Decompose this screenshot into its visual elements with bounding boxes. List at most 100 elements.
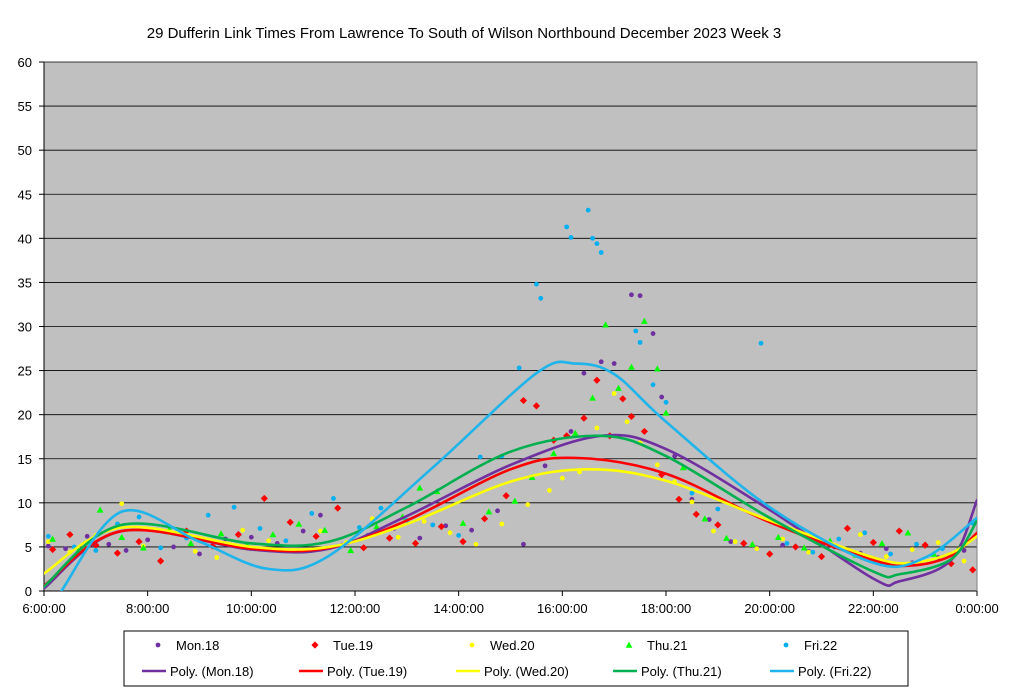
data-point (679, 464, 687, 471)
data-point (969, 566, 977, 574)
data-point (373, 523, 380, 530)
data-point (571, 429, 579, 436)
data-point (590, 235, 595, 241)
data-point (542, 463, 548, 469)
trend-line-wed-20 (44, 468, 977, 575)
data-point (615, 384, 622, 391)
data-point (217, 530, 225, 537)
data-point (248, 534, 254, 540)
data-point (45, 539, 51, 545)
trend-line-thu-21 (44, 434, 977, 588)
x-tick-label: 6:00:00 (22, 601, 65, 616)
data-point (689, 490, 695, 496)
y-tick-label: 5 (25, 540, 32, 555)
data-point (766, 550, 774, 558)
data-point (869, 538, 877, 547)
data-point (45, 543, 51, 549)
data-point (521, 541, 526, 547)
data-point (914, 541, 919, 547)
legend-marker (625, 641, 633, 648)
data-point (135, 538, 143, 546)
data-point (437, 523, 445, 531)
data-point (653, 365, 661, 372)
x-tick-label: 16:00:00 (537, 601, 588, 616)
x-tick-label: 0:00:00 (955, 601, 998, 616)
data-point (895, 527, 903, 535)
data-point (286, 518, 294, 526)
data-point (66, 530, 74, 539)
data-point (63, 546, 68, 552)
legend-entry: Tue.19 (333, 638, 373, 653)
data-point (580, 414, 588, 422)
x-tick-label: 22:00:00 (848, 601, 899, 616)
data-point (843, 524, 852, 533)
legend-box (123, 630, 909, 687)
x-tick-label: 18:00:00 (641, 601, 692, 616)
data-point (593, 376, 601, 384)
x-tick-label: 20:00:00 (744, 601, 795, 616)
data-point (817, 553, 826, 561)
data-point (627, 412, 636, 421)
data-point (754, 546, 760, 552)
data-point (502, 492, 510, 500)
data-point (611, 361, 617, 366)
data-point (800, 544, 808, 551)
data-point (740, 539, 748, 547)
data-point (395, 534, 401, 540)
y-tick-label: 10 (18, 496, 32, 511)
data-point (157, 557, 165, 565)
data-point (594, 241, 600, 247)
data-point (283, 538, 289, 544)
data-point (516, 365, 522, 371)
data-point (598, 359, 604, 365)
data-point (619, 395, 627, 403)
y-tick-label: 20 (18, 408, 32, 423)
data-point (118, 533, 126, 540)
data-point (106, 541, 112, 547)
data-point (692, 510, 700, 518)
data-point (568, 235, 574, 240)
data-point (611, 391, 617, 396)
data-point (961, 558, 967, 564)
data-point (123, 548, 129, 553)
data-point (360, 544, 368, 552)
legend-entry: Mon.18 (176, 638, 219, 653)
data-point (378, 505, 384, 511)
data-point (312, 532, 320, 540)
legend-marker (155, 642, 161, 648)
data-point (45, 533, 51, 539)
data-point (723, 534, 730, 541)
y-tick-label: 50 (18, 143, 32, 158)
data-point (654, 462, 660, 468)
data-point (689, 499, 695, 505)
data-point (663, 399, 669, 405)
legend-entry: Poly. (Thu.21) (641, 664, 722, 679)
data-point (921, 541, 929, 549)
data-point (732, 539, 738, 545)
data-point (459, 538, 467, 546)
y-tick-label: 30 (18, 320, 32, 335)
data-point (511, 497, 519, 504)
data-point (477, 454, 483, 460)
data-point (780, 542, 786, 548)
data-point (675, 495, 683, 503)
data-point (598, 250, 604, 255)
legend-marker (311, 641, 319, 649)
data-point (550, 450, 558, 457)
data-point (318, 528, 323, 534)
data-point (469, 527, 475, 533)
data-point (546, 488, 552, 493)
legend: Mon.18 Poly. (Mon.18) Tue.19 Poly. (Tue.19)… (123, 630, 909, 687)
data-point (589, 394, 596, 401)
data-point (309, 511, 315, 516)
data-point (473, 541, 479, 547)
data-point (624, 419, 630, 425)
data-point (385, 534, 394, 542)
data-point (171, 544, 176, 550)
data-point (240, 527, 246, 533)
data-point (904, 529, 912, 536)
data-point (878, 539, 886, 547)
x-tick-label: 12:00:00 (330, 601, 381, 616)
data-point (347, 547, 355, 554)
data-point (650, 382, 656, 388)
